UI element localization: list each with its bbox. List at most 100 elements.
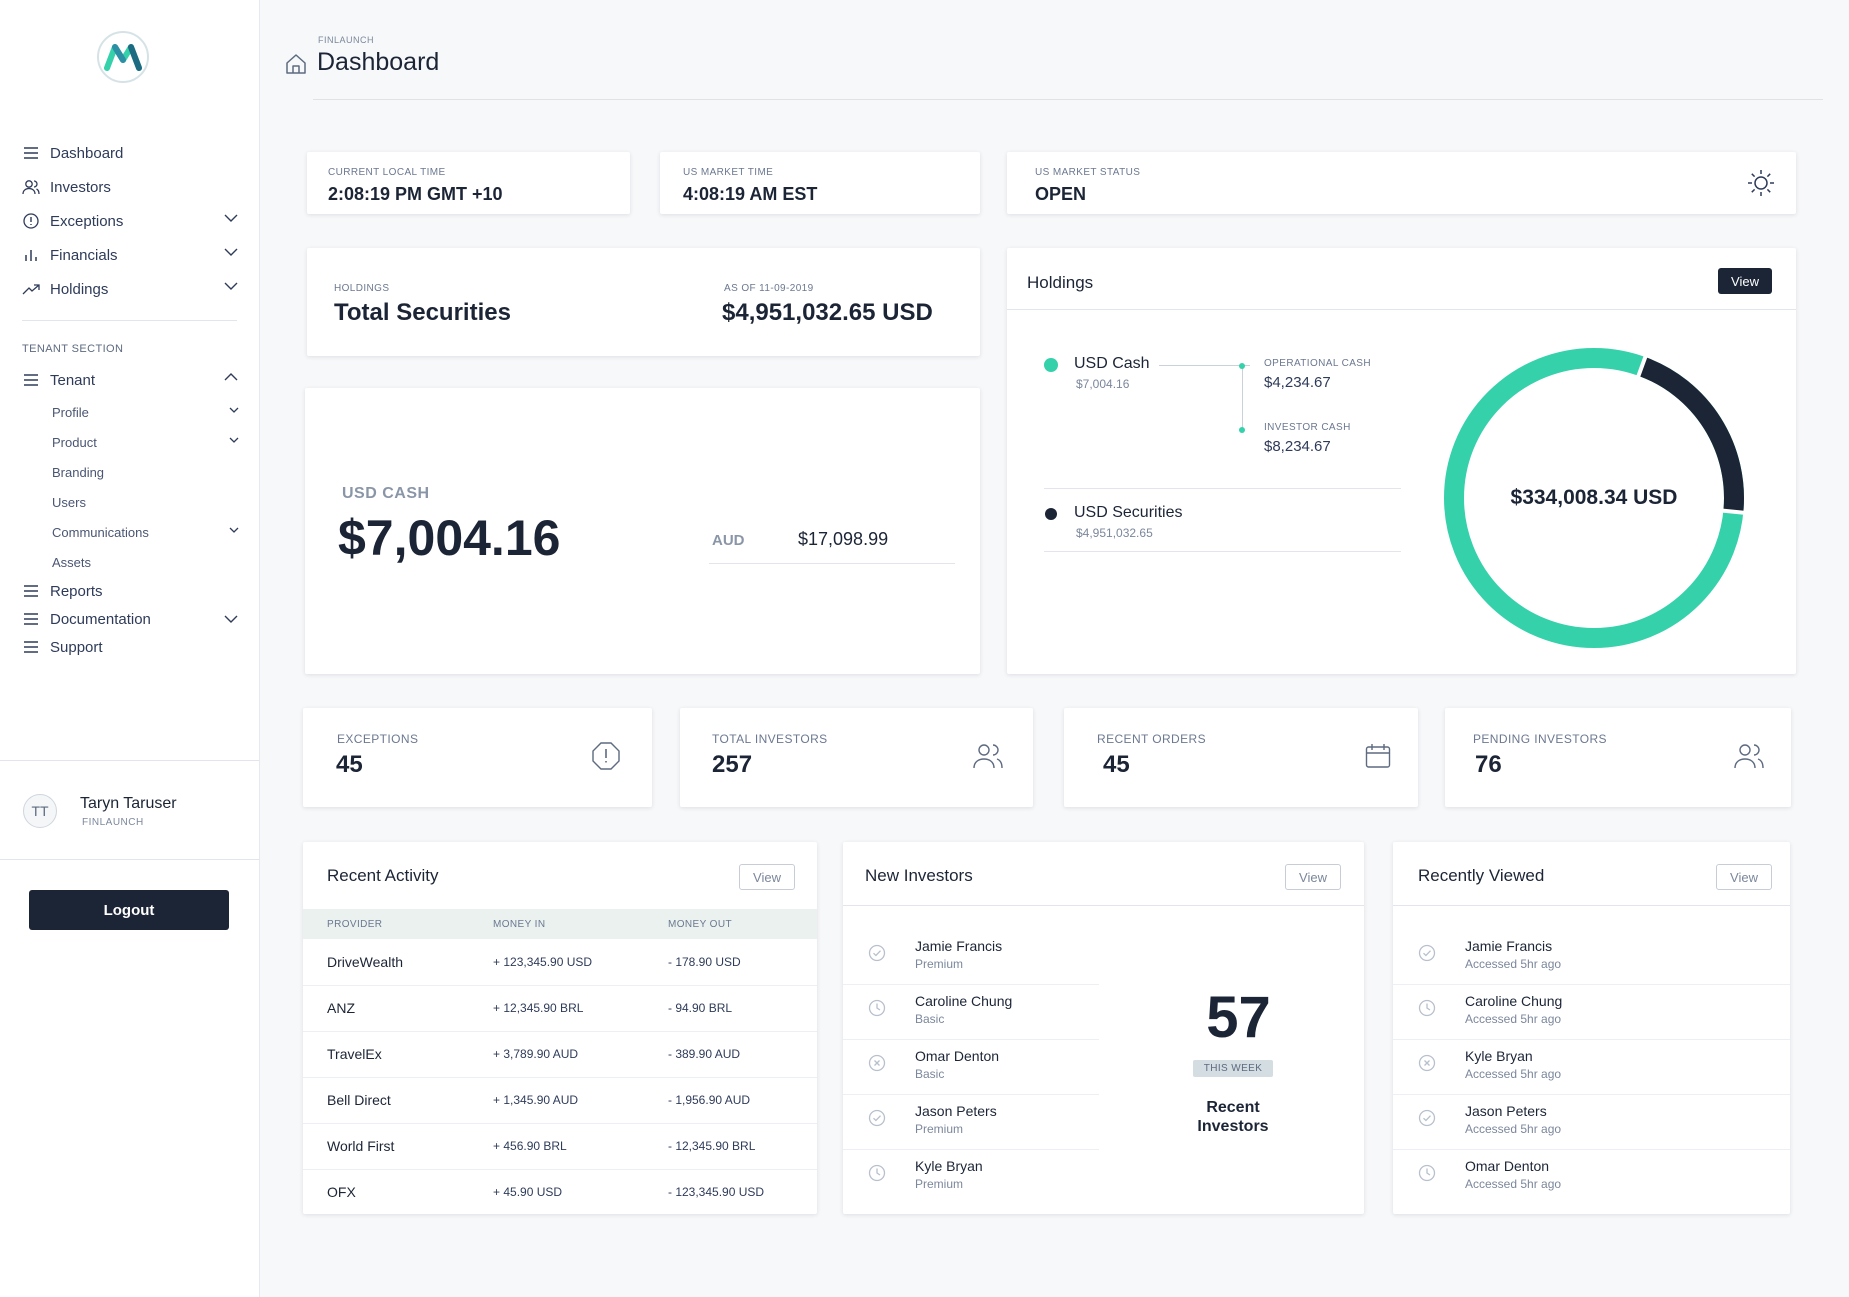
aud-label: AUD — [712, 532, 745, 549]
chevron-down-icon[interactable] — [224, 214, 238, 222]
list-item[interactable]: Jamie Francis Premium — [843, 930, 1099, 985]
chevron-up-icon[interactable] — [224, 373, 238, 381]
logout-button[interactable]: Logout — [29, 890, 229, 930]
table-row[interactable]: OFX + 45.90 USD - 123,345.90 USD — [303, 1169, 817, 1215]
stat-card-recent-orders[interactable]: RECENT ORDERS 45 — [1064, 708, 1418, 807]
money-in-cell: + 12,345.90 BRL — [493, 985, 668, 1032]
chevron-down-icon[interactable] — [224, 615, 238, 623]
nav-item-financials[interactable]: Financials — [0, 238, 259, 272]
provider-cell: ANZ — [303, 985, 493, 1032]
money-out-cell: - 12,345.90 BRL — [668, 1123, 817, 1170]
market-status-card: US MARKET STATUS OPEN — [1007, 152, 1796, 214]
list-item[interactable]: Jason Peters Accessed 5hr ago — [1393, 1095, 1790, 1150]
menu-icon — [22, 144, 40, 162]
holdings-title: Holdings — [1027, 273, 1094, 292]
sub-item-label: Branding — [52, 464, 105, 480]
sub-item-product[interactable]: Product — [0, 427, 259, 457]
menu-icon — [22, 371, 40, 389]
viewed-name: Jamie Francis — [1465, 938, 1553, 954]
money-in-cell: + 123,345.90 USD — [493, 939, 668, 986]
recent-activity-view-button[interactable]: View — [739, 864, 795, 890]
column-header: PROVIDER — [303, 909, 493, 939]
recent-investors-caption: Recent Investors — [1197, 1099, 1269, 1135]
nav-item-exceptions[interactable]: Exceptions — [0, 204, 259, 238]
breadcrumb[interactable]: FINLAUNCH — [318, 35, 375, 45]
user-profile[interactable]: TT Taryn Taruser FINLAUNCH — [0, 760, 259, 860]
table-row[interactable]: Bell Direct + 1,345.90 AUD - 1,956.90 AUD — [303, 1077, 817, 1124]
total-securities-card: HOLDINGS Total Securities AS OF 11-09-20… — [307, 248, 980, 356]
stat-label: RECENT ORDERS — [1097, 732, 1206, 746]
list-item[interactable]: Omar Denton Basic — [843, 1040, 1099, 1095]
list-item[interactable]: Kyle Bryan Premium — [843, 1150, 1099, 1205]
nav-item-tenant[interactable]: Tenant — [0, 363, 259, 397]
nav-item-reports[interactable]: Reports — [0, 577, 259, 605]
list-item[interactable]: Kyle Bryan Accessed 5hr ago — [1393, 1040, 1790, 1095]
donut-total: $334,008.34 USD — [1510, 486, 1678, 509]
nav-item-holdings[interactable]: Holdings — [0, 272, 259, 306]
nav-label: Holdings — [50, 280, 109, 298]
holdings-view-button[interactable]: View — [1718, 268, 1772, 294]
chevron-down-icon[interactable] — [229, 407, 239, 413]
viewed-name: Caroline Chung — [1465, 993, 1563, 1009]
nav-label: Investors — [50, 178, 111, 196]
sub-item-branding[interactable]: Branding — [0, 457, 259, 487]
main-nav: Dashboard Investors Exceptions Financial… — [0, 136, 259, 661]
money-out-cell: - 389.90 AUD — [668, 1031, 817, 1078]
chevron-down-icon[interactable] — [229, 527, 239, 533]
clock-icon — [1418, 1164, 1436, 1182]
sub-item-communications[interactable]: Communications — [0, 517, 259, 547]
nav-item-documentation[interactable]: Documentation — [0, 605, 259, 633]
investor-plan: Premium — [915, 957, 964, 971]
table-row[interactable]: DriveWealth + 123,345.90 USD - 178.90 USD — [303, 939, 817, 986]
sub-item-assets[interactable]: Assets — [0, 547, 259, 577]
stat-card-exceptions[interactable]: EXCEPTIONS 45 — [303, 708, 652, 807]
nav-item-investors[interactable]: Investors — [0, 170, 259, 204]
stat-label: PENDING INVESTORS — [1473, 732, 1607, 746]
x-circle-icon — [1418, 1054, 1436, 1072]
recently-viewed-view-button[interactable]: View — [1716, 864, 1772, 890]
viewed-accessed: Accessed 5hr ago — [1465, 1177, 1562, 1191]
viewed-accessed: Accessed 5hr ago — [1465, 957, 1562, 971]
table-row[interactable]: World First + 456.90 BRL - 12,345.90 BRL — [303, 1123, 817, 1170]
local-time-card: CURRENT LOCAL TIME 2:08:19 PM GMT +10 — [307, 152, 630, 214]
nav-label: Documentation — [50, 610, 151, 628]
list-item[interactable]: Jason Peters Premium — [843, 1095, 1099, 1150]
market-time-card: US MARKET TIME 4:08:19 AM EST — [660, 152, 980, 214]
new-investors-view-button[interactable]: View — [1285, 864, 1341, 890]
aud-divider — [709, 563, 955, 564]
chevron-down-icon[interactable] — [224, 282, 238, 290]
stat-card-pending-investors[interactable]: PENDING INVESTORS 76 — [1445, 708, 1791, 807]
investor-cash-label: INVESTOR CASH — [1264, 422, 1351, 433]
list-item[interactable]: Jamie Francis Accessed 5hr ago — [1393, 930, 1790, 985]
chevron-down-icon[interactable] — [229, 437, 239, 443]
list-item[interactable]: Caroline Chung Accessed 5hr ago — [1393, 985, 1790, 1040]
table-row[interactable]: TravelEx + 3,789.90 AUD - 389.90 AUD — [303, 1031, 817, 1078]
calendar-icon — [1365, 744, 1391, 768]
card-label: HOLDINGS — [334, 283, 390, 294]
holdings-usd-cash-value: $7,004.16 — [1076, 377, 1130, 391]
nav-item-dashboard[interactable]: Dashboard — [0, 136, 259, 170]
investor-plan: Basic — [915, 1067, 945, 1081]
stat-label: EXCEPTIONS — [337, 732, 419, 746]
holdings-securities-label: USD Securities — [1074, 504, 1183, 521]
stat-card-total-investors[interactable]: TOTAL INVESTORS 257 — [680, 708, 1033, 807]
check-circle-icon — [868, 1109, 886, 1127]
sub-item-users[interactable]: Users — [0, 487, 259, 517]
nav-divider — [22, 320, 237, 321]
chevron-down-icon[interactable] — [224, 248, 238, 256]
list-item[interactable]: Omar Denton Accessed 5hr ago — [1393, 1150, 1790, 1205]
users-icon — [22, 178, 40, 196]
list-item[interactable]: Caroline Chung Basic — [843, 985, 1099, 1040]
nav-item-support[interactable]: Support — [0, 633, 259, 661]
page-title: Dashboard — [317, 48, 440, 76]
tenant-section-label: TENANT SECTION — [22, 343, 124, 355]
card-label: US MARKET TIME — [683, 167, 774, 178]
alert-octagon-icon — [592, 742, 620, 770]
sub-item-profile[interactable]: Profile — [0, 397, 259, 427]
card-label: CURRENT LOCAL TIME — [328, 167, 446, 178]
table-row[interactable]: ANZ + 12,345.90 BRL - 94.90 BRL — [303, 985, 817, 1032]
stat-value: 76 — [1475, 751, 1502, 778]
finlaunch-logo[interactable] — [97, 31, 149, 83]
provider-cell: OFX — [327, 1184, 356, 1201]
connector-dot — [1239, 427, 1245, 433]
